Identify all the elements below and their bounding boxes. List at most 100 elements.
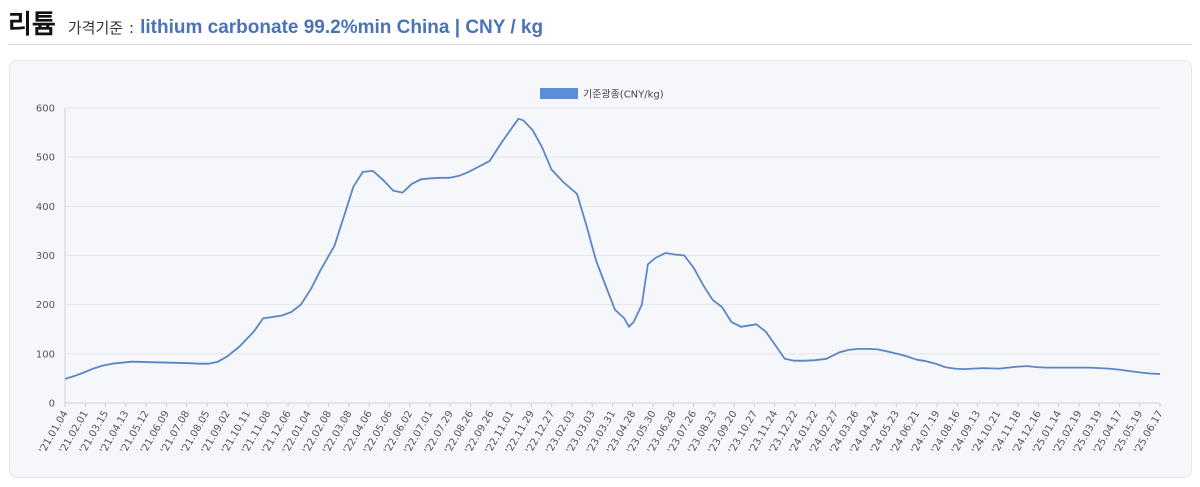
data-point bbox=[263, 318, 264, 319]
page-header: 리튬 가격기준 : lithium carbonate 99.2%min Chi… bbox=[8, 4, 543, 40]
data-point bbox=[1056, 367, 1057, 368]
data-point bbox=[1071, 367, 1072, 368]
data-point bbox=[674, 254, 675, 255]
data-point bbox=[916, 359, 917, 360]
data-point bbox=[291, 312, 292, 313]
data-point bbox=[805, 360, 806, 361]
data-point bbox=[382, 179, 383, 180]
y-tick-label: 0 bbox=[49, 399, 55, 410]
price-basis-label: 가격기준 bbox=[67, 19, 124, 37]
data-point bbox=[577, 194, 578, 195]
data-point bbox=[372, 170, 373, 171]
data-point bbox=[693, 267, 694, 268]
data-point bbox=[784, 358, 785, 359]
data-point bbox=[1046, 367, 1047, 368]
data-point bbox=[731, 321, 732, 322]
data-point bbox=[532, 130, 533, 131]
data-point bbox=[542, 147, 543, 148]
data-point bbox=[926, 361, 927, 362]
data-point bbox=[815, 360, 816, 361]
data-point bbox=[1008, 367, 1009, 368]
data-point bbox=[596, 260, 597, 261]
data-point bbox=[513, 125, 514, 126]
data-point bbox=[1080, 367, 1081, 368]
data-point bbox=[411, 184, 412, 185]
data-point bbox=[189, 363, 190, 364]
data-point bbox=[393, 190, 394, 191]
data-point bbox=[684, 255, 685, 256]
y-tick-label: 400 bbox=[36, 202, 55, 213]
title-separator: : bbox=[129, 19, 135, 37]
data-point bbox=[170, 362, 171, 363]
data-point bbox=[199, 363, 200, 364]
data-point bbox=[402, 192, 403, 193]
data-point bbox=[239, 346, 240, 347]
chart-panel: 0 100 200 300 400 500 600'21.01.04'21.02.01'21… bbox=[9, 60, 1192, 478]
data-point bbox=[353, 186, 354, 187]
data-point bbox=[794, 360, 795, 361]
data-point bbox=[858, 348, 859, 349]
data-point bbox=[740, 326, 741, 327]
page-title: 리튬 bbox=[8, 10, 56, 40]
data-point bbox=[208, 363, 209, 364]
data-point bbox=[489, 161, 490, 162]
data-point bbox=[722, 307, 723, 308]
data-point bbox=[963, 369, 964, 370]
data-point bbox=[227, 356, 228, 357]
data-point bbox=[839, 352, 840, 353]
data-point bbox=[311, 288, 312, 289]
data-point bbox=[518, 118, 519, 119]
data-point bbox=[334, 245, 335, 246]
data-point bbox=[629, 326, 630, 327]
data-point bbox=[1149, 373, 1150, 374]
data-point bbox=[1017, 366, 1018, 367]
data-point bbox=[665, 253, 666, 254]
data-point bbox=[131, 361, 132, 362]
data-point bbox=[1118, 369, 1119, 370]
y-tick-label: 500 bbox=[36, 153, 55, 164]
data-point bbox=[775, 345, 776, 346]
data-point bbox=[756, 324, 757, 325]
data-point bbox=[848, 349, 849, 350]
data-point bbox=[523, 120, 524, 121]
data-point bbox=[65, 378, 66, 379]
data-point bbox=[563, 181, 564, 182]
data-point bbox=[605, 285, 606, 286]
data-point bbox=[93, 368, 94, 369]
data-point bbox=[151, 362, 152, 363]
data-point bbox=[877, 349, 878, 350]
data-point bbox=[765, 331, 766, 332]
data-point bbox=[1108, 368, 1109, 369]
data-point bbox=[826, 358, 827, 359]
data-point bbox=[478, 167, 479, 168]
legend-swatch bbox=[540, 88, 578, 99]
data-point bbox=[551, 169, 552, 170]
data-point bbox=[1036, 367, 1037, 368]
data-point bbox=[282, 315, 283, 316]
data-point bbox=[1099, 368, 1100, 369]
data-point bbox=[112, 363, 113, 364]
y-tick-label: 200 bbox=[36, 300, 55, 311]
legend-label: 기준광종(CNY/kg) bbox=[583, 89, 664, 101]
data-point bbox=[973, 368, 974, 369]
data-point bbox=[897, 353, 898, 354]
data-point bbox=[320, 270, 321, 271]
data-point bbox=[614, 309, 615, 310]
data-point bbox=[253, 331, 254, 332]
data-point bbox=[468, 171, 469, 172]
data-point bbox=[74, 376, 75, 377]
data-point bbox=[954, 368, 955, 369]
data-point bbox=[362, 171, 363, 172]
header-divider bbox=[8, 44, 1192, 45]
data-point bbox=[647, 264, 648, 265]
data-point bbox=[218, 361, 219, 362]
price-line-chart: 0100200300400500600'21.01.04'21.02.01'21… bbox=[36, 88, 1166, 455]
data-point bbox=[272, 317, 273, 318]
data-point bbox=[999, 368, 1000, 369]
data-point bbox=[1140, 372, 1141, 373]
data-point bbox=[624, 318, 625, 319]
data-point bbox=[430, 178, 431, 179]
data-point bbox=[935, 363, 936, 364]
data-point bbox=[982, 368, 983, 369]
product-name: lithium carbonate 99.2%min China | CNY /… bbox=[140, 17, 544, 38]
